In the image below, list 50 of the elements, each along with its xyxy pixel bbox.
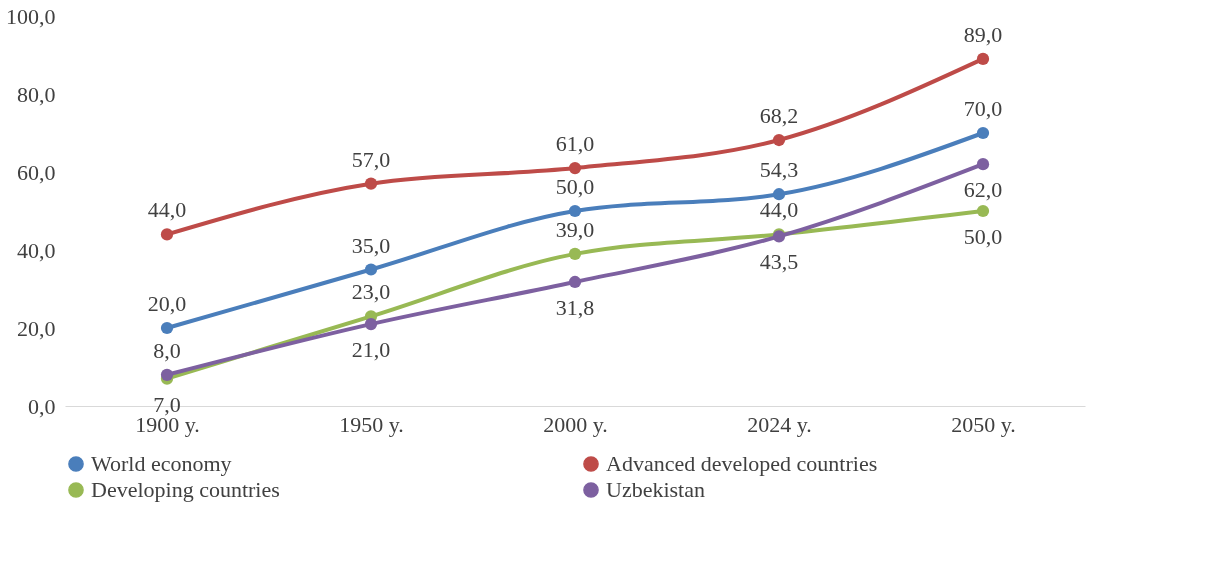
data-label: 39,0	[555, 216, 595, 242]
point	[568, 161, 582, 175]
data-label: 62,0	[963, 177, 1003, 203]
x-tick-label: 2024 y.	[747, 411, 812, 437]
point	[976, 52, 990, 66]
y-tick-label: 40,0	[17, 237, 56, 263]
data-label: 43,5	[759, 249, 799, 275]
data-label: 57,0	[351, 146, 391, 172]
x-tick-label: 1950 y.	[339, 411, 404, 437]
y-tick-label: 100,0	[6, 3, 56, 29]
data-label: 50,0	[963, 224, 1003, 249]
data-label: 8,0	[153, 337, 181, 363]
data-label: 31,8	[555, 294, 595, 320]
point	[772, 188, 786, 201]
point	[568, 275, 582, 289]
point	[364, 177, 378, 190]
data-label: 44,0	[147, 197, 187, 223]
data-label: 50,0	[555, 174, 595, 199]
legend-label: World economy	[91, 451, 232, 476]
data-label: 89,0	[963, 21, 1003, 47]
data-label: 21,0	[351, 337, 391, 363]
point	[976, 204, 990, 218]
data-label: 61,0	[555, 131, 595, 157]
data-label: 23,0	[351, 279, 391, 305]
legend-label: Advanced developed countries	[606, 451, 878, 476]
point	[976, 158, 990, 171]
x-tick-label: 2050 y.	[951, 411, 1016, 437]
x-tick-label: 2000 y.	[543, 411, 608, 437]
point	[364, 317, 378, 331]
legend-label: Developing countries	[91, 477, 280, 502]
y-tick-label: 0,0	[28, 393, 56, 419]
y-tick-label: 60,0	[17, 159, 56, 185]
point	[568, 204, 582, 218]
point	[568, 247, 582, 261]
y-tick-label: 80,0	[17, 81, 56, 107]
data-label: 54,3	[759, 157, 799, 183]
data-label: 20,0	[147, 291, 187, 316]
data-label: 35,0	[351, 232, 391, 258]
point	[976, 126, 990, 140]
y-tick-label: 20,0	[17, 315, 56, 341]
point	[160, 368, 174, 381]
point	[160, 321, 174, 335]
data-label: 44,0	[759, 197, 799, 223]
legend-label: Uzbekistan	[606, 477, 705, 502]
point	[772, 133, 786, 147]
data-label: 7,0	[153, 391, 181, 417]
data-label: 68,2	[759, 103, 799, 129]
point	[364, 263, 378, 276]
point	[160, 228, 174, 241]
data-label: 70,0	[963, 96, 1003, 121]
